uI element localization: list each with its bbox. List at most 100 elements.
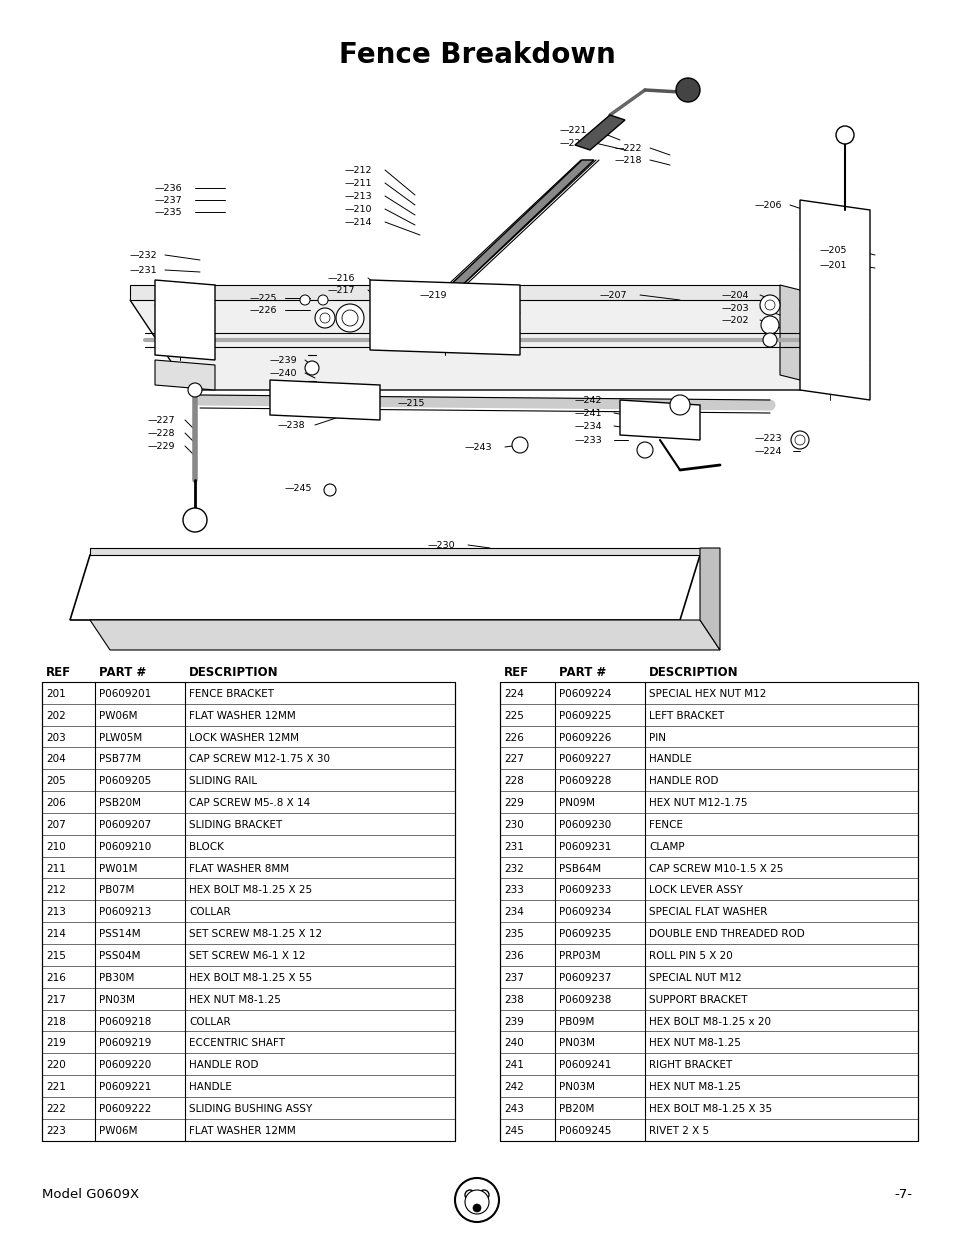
Text: P0609231: P0609231 [558, 842, 611, 852]
Polygon shape [130, 285, 780, 300]
Circle shape [637, 442, 652, 458]
Text: —234: —234 [575, 421, 602, 431]
Text: —212: —212 [345, 165, 372, 174]
Text: P0609245: P0609245 [558, 1126, 611, 1136]
Text: 241: 241 [503, 1061, 523, 1071]
Circle shape [319, 312, 330, 324]
Text: —224: —224 [754, 447, 781, 456]
Text: PIN: PIN [648, 732, 665, 742]
Text: LEFT BRACKET: LEFT BRACKET [648, 710, 723, 721]
Text: HANDLE ROD: HANDLE ROD [648, 777, 718, 787]
Circle shape [341, 310, 357, 326]
Text: SPECIAL NUT M12: SPECIAL NUT M12 [648, 973, 741, 983]
Text: P0609234: P0609234 [558, 908, 611, 918]
Text: SLIDING BUSHING ASSY: SLIDING BUSHING ASSY [189, 1104, 312, 1114]
Polygon shape [800, 200, 869, 400]
Text: RIGHT BRACKET: RIGHT BRACKET [648, 1061, 732, 1071]
Text: P0609210: P0609210 [99, 842, 152, 852]
Text: —228: —228 [148, 429, 175, 437]
Text: RIVET 2 X 5: RIVET 2 X 5 [648, 1126, 708, 1136]
Text: 235: 235 [503, 929, 523, 939]
Text: PB20M: PB20M [558, 1104, 594, 1114]
Text: 227: 227 [503, 755, 523, 764]
Text: ECCENTRIC SHAFT: ECCENTRIC SHAFT [189, 1039, 285, 1049]
Circle shape [335, 304, 364, 332]
Text: SLIDING RAIL: SLIDING RAIL [189, 777, 257, 787]
Text: —217: —217 [328, 285, 355, 294]
Circle shape [790, 431, 808, 450]
Circle shape [314, 308, 335, 329]
Text: 217: 217 [46, 994, 66, 1005]
Text: Model G0609X: Model G0609X [42, 1188, 139, 1202]
Text: —243: —243 [464, 442, 492, 452]
Text: HEX BOLT M8-1.25 x 20: HEX BOLT M8-1.25 x 20 [648, 1016, 770, 1026]
Text: P0609201: P0609201 [99, 689, 152, 699]
Text: SUPPORT BRACKET: SUPPORT BRACKET [648, 994, 747, 1005]
Text: HEX BOLT M8-1.25 X 35: HEX BOLT M8-1.25 X 35 [648, 1104, 771, 1114]
Text: 219: 219 [46, 1039, 66, 1049]
Text: 212: 212 [46, 885, 66, 895]
Text: 202: 202 [46, 710, 66, 721]
Text: FLAT WASHER 12MM: FLAT WASHER 12MM [189, 1126, 295, 1136]
Text: 236: 236 [503, 951, 523, 961]
Text: —236: —236 [154, 184, 182, 193]
Text: FLAT WASHER 8MM: FLAT WASHER 8MM [189, 863, 289, 873]
Text: HANDLE: HANDLE [648, 755, 691, 764]
Text: COLLAR: COLLAR [189, 1016, 231, 1026]
Text: —238: —238 [277, 420, 305, 430]
Text: DOUBLE END THREADED ROD: DOUBLE END THREADED ROD [648, 929, 804, 939]
Text: —204: —204 [721, 290, 749, 300]
Text: 223: 223 [46, 1126, 66, 1136]
Polygon shape [154, 359, 214, 390]
Text: —232: —232 [130, 251, 157, 259]
Circle shape [464, 1191, 475, 1200]
Text: 226: 226 [503, 732, 523, 742]
Text: —207: —207 [599, 290, 627, 300]
Text: 224: 224 [503, 689, 523, 699]
Text: 230: 230 [503, 820, 523, 830]
Text: PB07M: PB07M [99, 885, 134, 895]
Text: P0609228: P0609228 [558, 777, 611, 787]
Polygon shape [700, 548, 720, 650]
Text: PB09M: PB09M [558, 1016, 594, 1026]
Text: —240: —240 [270, 368, 297, 378]
Text: 225: 225 [503, 710, 523, 721]
Circle shape [762, 333, 776, 347]
Text: CLAMP: CLAMP [648, 842, 684, 852]
Text: —229: —229 [148, 441, 175, 451]
Text: 203: 203 [46, 732, 66, 742]
Polygon shape [130, 300, 840, 390]
Text: CAP SCREW M5-.8 X 14: CAP SCREW M5-.8 X 14 [189, 798, 310, 808]
Text: FENCE BRACKET: FENCE BRACKET [189, 689, 274, 699]
Text: CAP SCREW M10-1.5 X 25: CAP SCREW M10-1.5 X 25 [648, 863, 782, 873]
Text: P0609225: P0609225 [558, 710, 611, 721]
Text: —241: —241 [575, 409, 602, 417]
Bar [42, 682, 455, 1141]
Text: —237: —237 [154, 195, 182, 205]
Text: 229: 229 [503, 798, 523, 808]
Text: SET SCREW M8-1.25 X 12: SET SCREW M8-1.25 X 12 [189, 929, 322, 939]
Text: 231: 231 [503, 842, 523, 852]
Polygon shape [270, 380, 379, 420]
Text: —227: —227 [148, 415, 175, 425]
Text: 214: 214 [46, 929, 66, 939]
Text: FENCE: FENCE [648, 820, 682, 830]
Text: —210: —210 [345, 205, 372, 214]
Text: —233: —233 [575, 436, 602, 445]
Text: 237: 237 [503, 973, 523, 983]
Text: —235: —235 [154, 207, 182, 216]
Text: —239: —239 [270, 356, 297, 364]
Circle shape [317, 295, 328, 305]
Text: —219: —219 [419, 290, 447, 300]
Text: 234: 234 [503, 908, 523, 918]
Text: —231: —231 [130, 266, 157, 274]
Text: —223: —223 [754, 433, 781, 442]
Text: P0609238: P0609238 [558, 994, 611, 1005]
Circle shape [455, 1178, 498, 1221]
Text: PSS14M: PSS14M [99, 929, 140, 939]
Text: PART #: PART # [558, 666, 605, 678]
Text: PN03M: PN03M [99, 994, 135, 1005]
Text: 243: 243 [503, 1104, 523, 1114]
Text: P0609235: P0609235 [558, 929, 611, 939]
Polygon shape [90, 620, 720, 650]
